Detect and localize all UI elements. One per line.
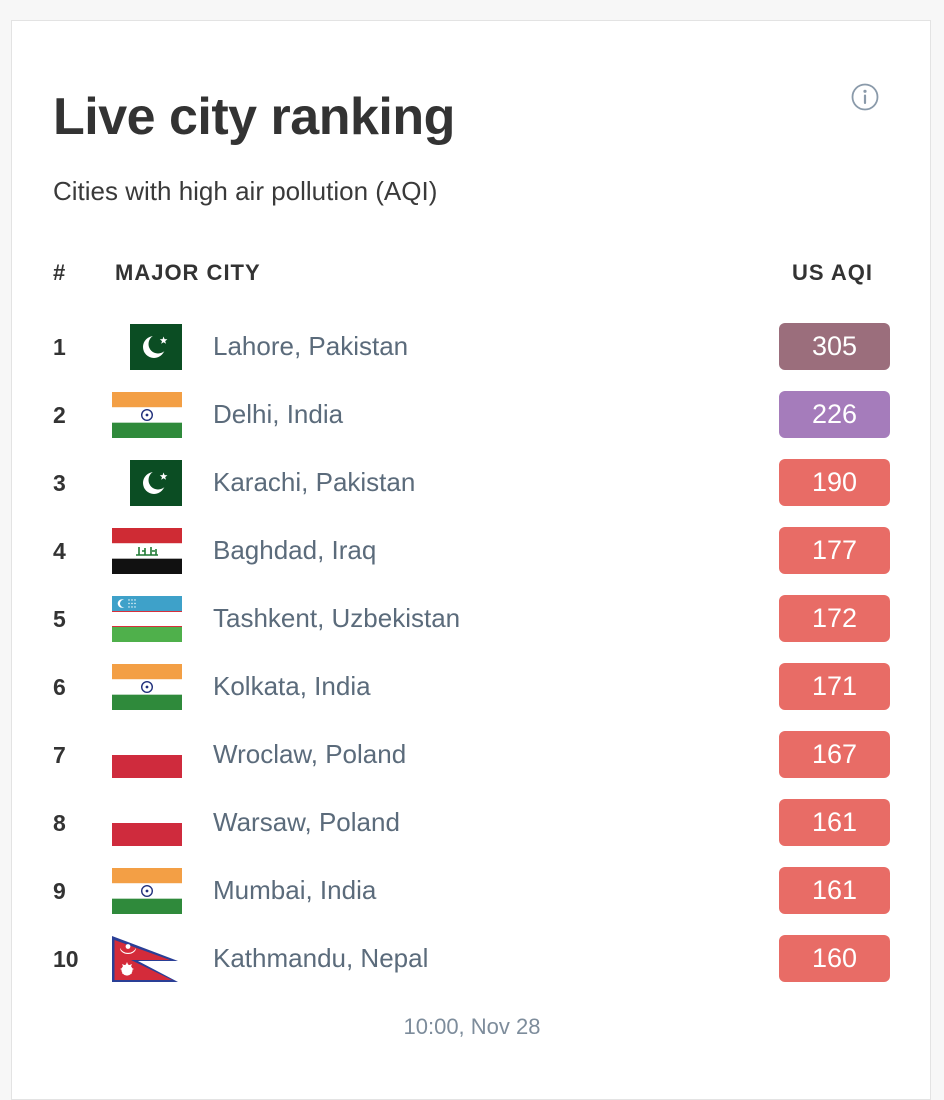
aqi-badge: 160 [779, 935, 890, 982]
table-row[interactable]: 3 Karachi, Pakistan 190 [12, 449, 932, 517]
aqi-badge: 172 [779, 595, 890, 642]
india-flag-icon [112, 664, 182, 710]
poland-flag-icon [112, 732, 182, 778]
rank-number: 10 [53, 946, 79, 972]
rank-number: 2 [53, 402, 66, 428]
info-icon[interactable] [851, 83, 879, 111]
table-row[interactable]: 8 Warsaw, Poland 161 [12, 789, 932, 857]
iraq-flag-icon [112, 528, 182, 574]
page-title: Live city ranking [53, 88, 455, 146]
city-name-link[interactable]: Kathmandu, Nepal [213, 943, 429, 973]
city-name-link[interactable]: Lahore, Pakistan [213, 331, 409, 361]
india-flag-icon [112, 392, 182, 438]
uzbekistan-flag-icon [112, 596, 182, 642]
city-name-link[interactable]: Karachi, Pakistan [213, 467, 416, 497]
aqi-badge: 305 [779, 323, 890, 370]
ranking-list: 1 Lahore, Pakistan 305 2 Delhi, India 226 3 Kar… [12, 313, 932, 993]
rank-number: 8 [53, 810, 66, 836]
table-row[interactable]: 9 Mumbai, India 161 [12, 857, 932, 925]
city-column-header: MAJOR CITY [115, 260, 261, 285]
rank-number: 7 [53, 742, 66, 768]
rank-number: 6 [53, 674, 66, 700]
pakistan-flag-icon [112, 324, 182, 370]
rank-number: 1 [53, 334, 66, 360]
city-name-link[interactable]: Wroclaw, Poland [213, 739, 407, 769]
page-subtitle: Cities with high air pollution (AQI) [53, 176, 438, 206]
rank-number: 9 [53, 878, 66, 904]
city-name-link[interactable]: Baghdad, Iraq [213, 535, 377, 565]
table-row[interactable]: 7 Wroclaw, Poland 167 [12, 721, 932, 789]
aqi-badge: 167 [779, 731, 890, 778]
aqi-badge: 226 [779, 391, 890, 438]
poland-flag-icon [112, 800, 182, 846]
india-flag-icon [112, 868, 182, 914]
rank-column-header: # [53, 260, 67, 285]
update-timestamp: 10:00, Nov 28 [403, 1014, 541, 1039]
city-name-link[interactable]: Warsaw, Poland [213, 807, 400, 837]
rank-number: 4 [53, 538, 66, 564]
table-row[interactable]: 2 Delhi, India 226 [12, 381, 932, 449]
aqi-badge: 171 [779, 663, 890, 710]
city-ranking-card: Live city ranking Cities with high air p… [11, 20, 931, 1100]
table-row[interactable]: 10 Kathmandu, Nepal 160 [12, 925, 932, 993]
aqi-badge: 177 [779, 527, 890, 574]
pakistan-flag-icon [112, 460, 182, 506]
table-row[interactable]: 1 Lahore, Pakistan 305 [12, 313, 932, 381]
city-name-link[interactable]: Delhi, India [213, 399, 344, 429]
nepal-flag-icon [112, 936, 182, 982]
city-name-link[interactable]: Mumbai, India [213, 875, 377, 905]
city-name-link[interactable]: Tashkent, Uzbekistan [213, 603, 461, 633]
aqi-column-header: US AQI [792, 260, 873, 285]
aqi-badge: 161 [779, 799, 890, 846]
table-row[interactable]: 6 Kolkata, India 171 [12, 653, 932, 721]
city-name-link[interactable]: Kolkata, India [213, 671, 371, 701]
rank-number: 3 [53, 470, 66, 496]
rank-number: 5 [53, 606, 66, 632]
table-row[interactable]: 5 Tashkent, Uzbekistan 172 [12, 585, 932, 653]
aqi-badge: 190 [779, 459, 890, 506]
table-row[interactable]: 4 Baghdad, Iraq 177 [12, 517, 932, 585]
aqi-badge: 161 [779, 867, 890, 914]
